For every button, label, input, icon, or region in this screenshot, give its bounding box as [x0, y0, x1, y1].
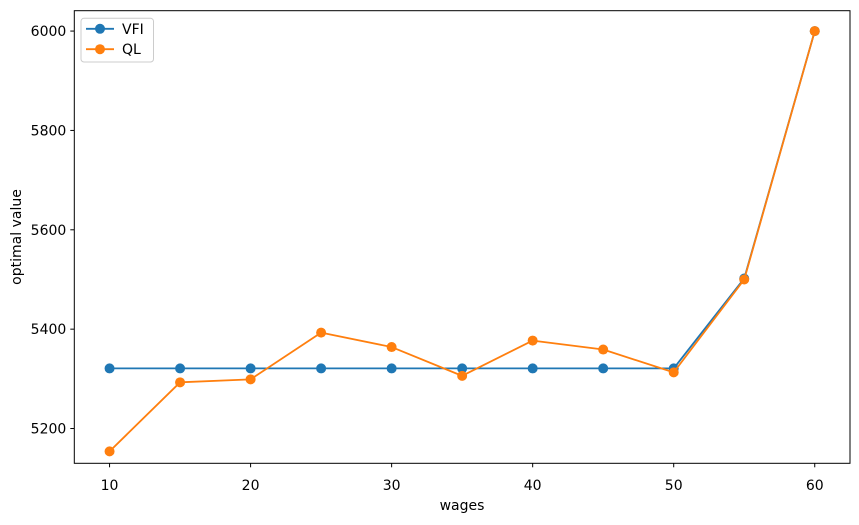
y-axis-label: optimal value: [9, 189, 25, 285]
data-point-VFI: [457, 363, 468, 374]
x-tick-label: 60: [806, 478, 824, 494]
y-tick-label: 5400: [31, 322, 67, 338]
x-tick-label: 20: [242, 478, 260, 494]
y-tick-label: 5200: [31, 422, 67, 438]
data-point-QL: [527, 335, 538, 346]
data-point-VFI: [386, 363, 397, 374]
data-point-QL: [386, 342, 397, 353]
data-point-QL: [739, 274, 750, 285]
y-tick-label: 5800: [31, 123, 67, 139]
x-axis-label: wages: [440, 498, 485, 514]
data-point-QL: [245, 374, 256, 385]
legend-marker-VFI: [95, 23, 105, 34]
data-point-QL: [316, 327, 327, 338]
legend-marker-QL: [95, 44, 105, 55]
data-point-QL: [809, 26, 820, 37]
y-tick-label: 6000: [31, 24, 67, 40]
data-point-VFI: [245, 363, 256, 374]
data-point-VFI: [527, 363, 538, 374]
data-point-QL: [104, 446, 115, 457]
data-point-VFI: [104, 363, 115, 374]
legend-label-QL: QL: [122, 42, 141, 58]
plot-area: 10 20 30 40 50 60 5200 5400 5600 5800 6000 VFI QL: [31, 10, 851, 494]
data-point-VFI: [175, 363, 186, 374]
data-point-QL: [175, 377, 186, 388]
axes-spines: [73, 10, 851, 464]
y-tick-label: 5600: [31, 223, 67, 239]
data-point-VFI: [316, 363, 327, 374]
x-tick-label: 50: [665, 478, 683, 494]
data-point-VFI: [598, 363, 609, 374]
data-point-QL: [668, 367, 679, 378]
legend-label-VFI: VFI: [122, 22, 144, 38]
data-point-QL: [598, 344, 609, 355]
x-tick-label: 10: [101, 478, 119, 494]
data-point-QL: [457, 370, 468, 381]
x-tick-label: 30: [383, 478, 401, 494]
x-tick-label: 40: [524, 478, 542, 494]
